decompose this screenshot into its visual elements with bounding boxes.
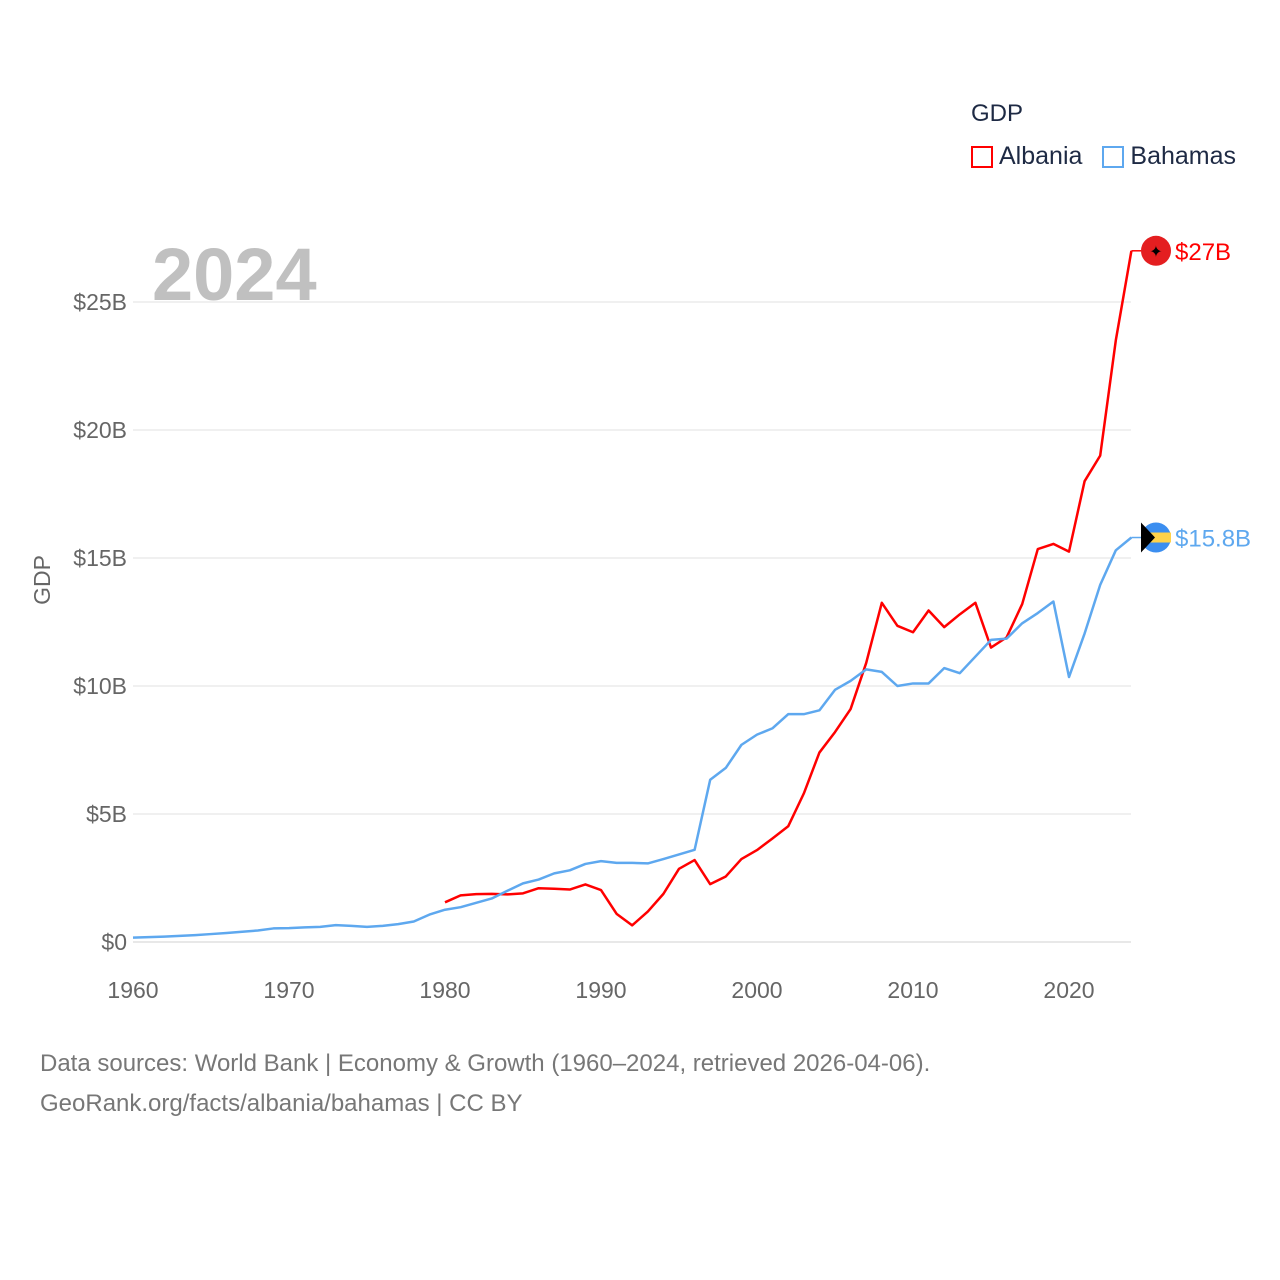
end-value-label: $15.8B [1175,526,1251,553]
legend-item-albania[interactable]: Albania [971,142,1082,171]
x-tick-label: 1970 [263,977,314,1003]
legend-item-bahamas[interactable]: Bahamas [1102,142,1236,171]
source-link[interactable]: GeoRank.org/facts/albania/bahamas | CC B… [40,1090,523,1117]
legend-label: Bahamas [1130,142,1237,170]
y-tick-label: $20B [73,417,127,443]
y-tick-label: $15B [73,545,127,571]
y-axis-label: GDP [29,555,55,605]
y-tick-label: $25B [73,289,127,315]
x-tick-label: 2020 [1043,977,1094,1003]
y-tick-label: $0 [101,929,127,955]
x-tick-label: 1960 [107,977,158,1003]
legend-title: GDP [971,100,1024,127]
albania-swatch-icon [971,145,993,168]
flag-triangle [1141,522,1155,553]
end-value-label: $27B [1175,239,1231,266]
eagle-icon: ✦ [1149,244,1162,261]
x-tick-label: 2000 [731,977,782,1003]
legend: Albania Bahamas [971,142,1236,171]
series-line-albania [444,250,1133,927]
y-tick-label: $10B [73,673,127,699]
footer: Data sources: World Bank | Economy & Gro… [40,1044,930,1124]
x-tick-label: 1980 [419,977,470,1003]
flag-stripe [1141,532,1171,543]
series-line-bahamas [132,536,1133,939]
data-sources-text: Data sources: World Bank | Economy & Gro… [40,1050,931,1077]
legend-label: Albania [999,142,1083,170]
y-tick-label: $5B [86,801,127,827]
x-tick-label: 1990 [575,977,626,1003]
year-watermark: 2024 [152,233,317,316]
x-tick-label: 2010 [887,977,938,1003]
albania-flag-icon [1141,235,1171,266]
bahamas-swatch-icon [1102,145,1125,168]
